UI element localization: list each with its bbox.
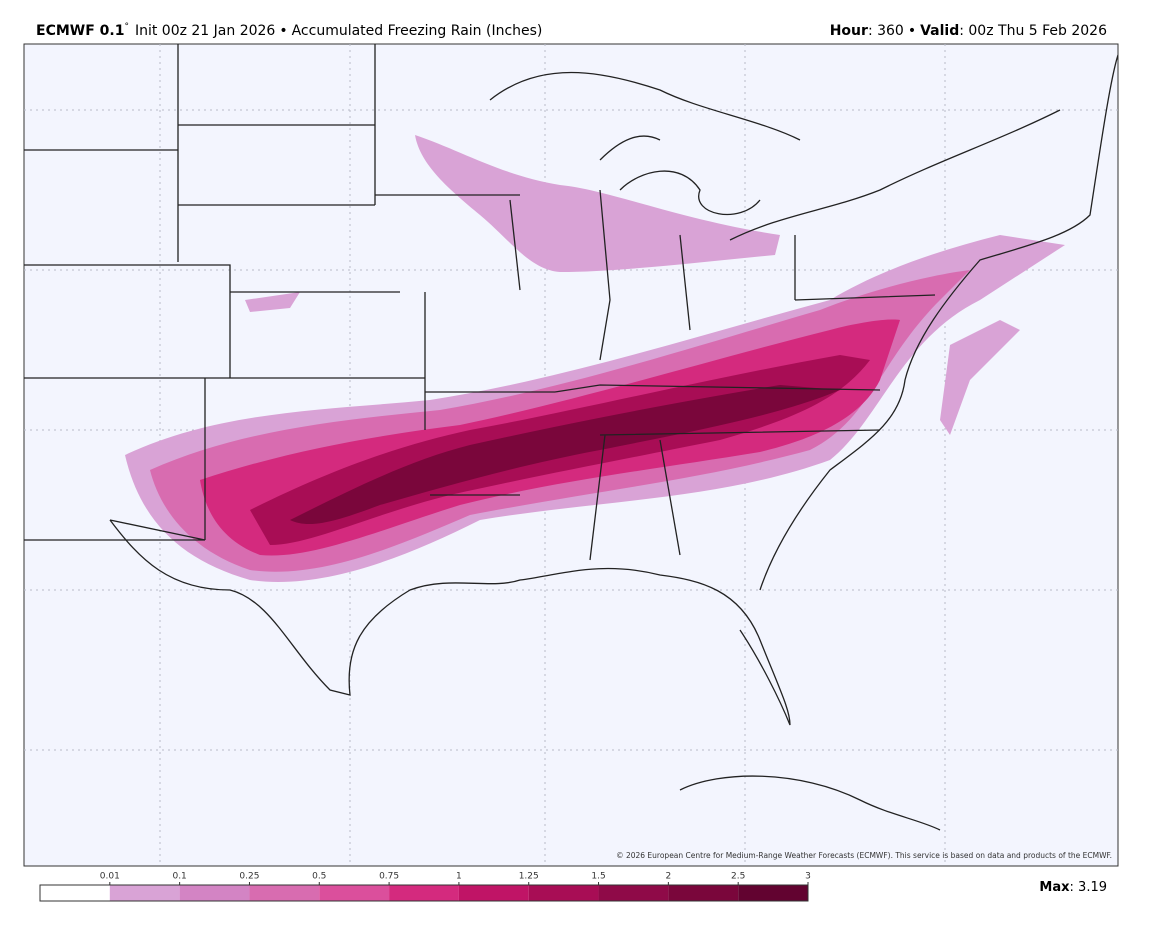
init: Init 00z 21 Jan 2026: [135, 23, 275, 39]
product: Accumulated Freezing Rain (Inches): [292, 23, 543, 39]
header-left: ECMWF 0.1° Init 00z 21 Jan 2026 • Accumulat…: [36, 22, 542, 40]
sep: •: [279, 23, 287, 39]
colorbar-segment: [249, 885, 320, 901]
colorbar-segment: [109, 885, 180, 901]
sep: •: [908, 23, 916, 39]
colorbar-label: 0.75: [379, 872, 399, 882]
model: ECMWF 0.1: [36, 23, 124, 39]
colorbar-segment: [40, 885, 110, 901]
colorbar-label: 0.1: [172, 872, 186, 882]
colorbar-segment: [389, 885, 459, 901]
colorbar-label: 0.25: [239, 872, 259, 882]
colorbar-segment: [738, 885, 808, 901]
colorbar-label: 0.01: [100, 872, 120, 882]
boundaries: [24, 44, 1118, 831]
colorbar-frame: [39, 884, 809, 902]
colorbar-label: 2.5: [731, 872, 745, 882]
hour-label: Hour: [830, 23, 868, 39]
colorbar: 0.01 0.1 0.25 0.5 0.75 1 1.25 1.5 2 2.5 3: [39, 872, 811, 902]
colorbar-label: 1.25: [519, 872, 539, 882]
degree: °: [124, 22, 129, 32]
map: © 2026 European Centre for Medium-Range …: [23, 43, 1119, 867]
max: Max: 3.19: [1039, 880, 1107, 895]
freezing-rain-shading: [125, 135, 1065, 582]
hour: : 360: [868, 23, 904, 39]
valid: : 00z Thu 5 Feb 2026: [959, 23, 1107, 39]
colorbar-segment: [528, 885, 599, 901]
colorbar-segment: [668, 885, 739, 901]
colorbar-label: 1: [456, 872, 462, 882]
colorbar-label: 3: [805, 872, 811, 882]
colorbar-label: 1.5: [591, 872, 605, 882]
copyright: © 2026 European Centre for Medium-Range …: [616, 851, 1112, 860]
max-label: Max: [1039, 880, 1070, 895]
colorbar-segment: [458, 885, 529, 901]
header-right: Hour: 360 • Valid: 00z Thu 5 Feb 2026: [830, 23, 1107, 39]
colorbar-segment: [179, 885, 250, 901]
max-value: : 3.19: [1070, 880, 1107, 895]
colorbar-segment: [598, 885, 669, 901]
colorbar-label: 2: [665, 872, 671, 882]
valid-label: Valid: [920, 23, 959, 39]
colorbar-segment: [319, 885, 390, 901]
colorbar-label: 0.5: [312, 872, 326, 882]
